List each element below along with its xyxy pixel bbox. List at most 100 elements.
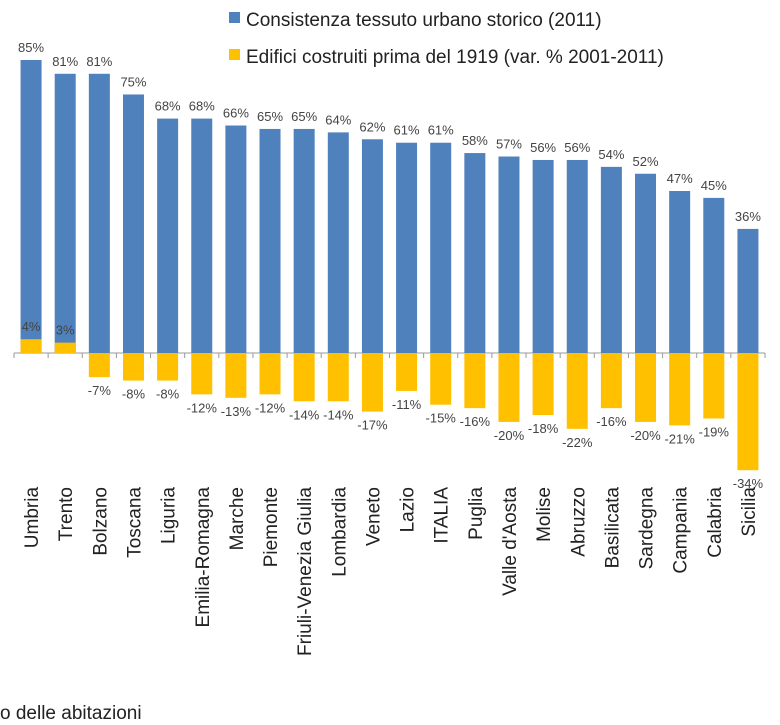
footer-text: o delle abitazioni	[0, 703, 142, 724]
bar-series1	[225, 125, 247, 354]
bar-series2	[737, 353, 759, 471]
data-label-series1: 58%	[462, 133, 488, 148]
data-label-series1: 85%	[18, 40, 44, 55]
bar-series2	[20, 339, 42, 353]
bar-series1	[430, 142, 452, 353]
data-label-series2: -12%	[255, 400, 286, 415]
data-label-series2: -14%	[323, 407, 354, 422]
category-label: Marche	[227, 487, 248, 550]
legend: Consistenza tessuto urbano storico (2011…	[229, 10, 664, 68]
bar-series1	[464, 153, 486, 353]
data-label-series1: 61%	[428, 123, 454, 138]
data-label-series2: -18%	[528, 421, 559, 436]
bar-series2	[293, 353, 315, 402]
category-label: Lombardia	[329, 487, 350, 577]
category-label: Sicilia	[739, 487, 760, 537]
category-label: Toscana	[124, 487, 145, 558]
bar-series1	[669, 190, 691, 353]
data-label-series1: 68%	[155, 99, 181, 114]
data-label-series1: 45%	[701, 178, 727, 193]
data-label-series1: 57%	[496, 137, 522, 152]
category-label: Molise	[534, 487, 555, 542]
bar-series1	[635, 173, 657, 353]
bar-series2	[225, 353, 247, 398]
category-label: Abruzzo	[568, 487, 589, 557]
data-label-series1: 56%	[530, 140, 556, 155]
bar-series1	[54, 73, 76, 353]
data-label-series2: -19%	[699, 424, 730, 439]
bar-series2	[327, 353, 349, 402]
category-label: Veneto	[363, 487, 384, 546]
category-label: Sardegna	[637, 487, 658, 570]
data-label-series1: 75%	[120, 74, 146, 89]
data-label-series2: -14%	[289, 407, 320, 422]
data-label-series1: 64%	[325, 112, 351, 127]
data-label-series1: 66%	[223, 105, 249, 120]
category-label: Emilia-Romagna	[193, 487, 214, 628]
bar-series2	[54, 342, 76, 353]
category-label: Friuli-Venezia Giulia	[295, 487, 316, 656]
category-label: Trento	[56, 487, 77, 541]
data-label-series2: -15%	[426, 411, 457, 426]
category-label: Basilicata	[602, 487, 623, 569]
bar-series1	[737, 228, 759, 353]
data-label-series1: 54%	[598, 147, 624, 162]
bar-series2	[635, 353, 657, 422]
data-label-series2: -34%	[733, 476, 764, 491]
legend-swatch-series2	[229, 49, 240, 60]
bar-series1	[293, 128, 315, 353]
bar-series2	[191, 353, 213, 395]
bar-series2	[396, 353, 418, 391]
data-label-series1: 56%	[564, 140, 590, 155]
category-label: ITALIA	[432, 487, 453, 544]
bar-series2	[600, 353, 622, 409]
bar-series2	[88, 353, 110, 378]
category-label: Bolzano	[90, 487, 111, 556]
data-label-series2: -20%	[630, 428, 661, 443]
bar-series1	[361, 139, 383, 353]
data-label-series1: 81%	[52, 54, 78, 69]
bar-series1	[566, 159, 588, 353]
data-label-series1: 65%	[291, 109, 317, 124]
bar-series2	[464, 353, 486, 409]
category-label: Piemonte	[261, 487, 282, 567]
legend-label-series1: Consistenza tessuto urbano storico (2011…	[246, 10, 602, 31]
bar-series2	[566, 353, 588, 429]
data-label-series2: -13%	[221, 404, 252, 419]
data-label-series2: -20%	[494, 428, 525, 443]
data-label-series2: -8%	[122, 387, 146, 402]
bar-series1	[157, 118, 179, 353]
data-label-series2: -7%	[88, 383, 112, 398]
bar-series2	[703, 353, 725, 419]
category-labels: Umbria Trento Bolzano Toscana Liguria Emilia-…	[22, 487, 760, 656]
bar-series2	[157, 353, 179, 381]
bar-series1	[600, 166, 622, 353]
bar-series1	[327, 132, 349, 353]
data-label-series1: 81%	[86, 54, 112, 69]
bar-series1	[532, 159, 554, 353]
bar-series2	[122, 353, 144, 381]
category-label: Puglia	[466, 487, 487, 540]
bar-series2	[669, 353, 691, 426]
category-label: Campania	[671, 487, 692, 574]
category-label: Liguria	[159, 487, 180, 544]
category-label: Lazio	[398, 487, 419, 532]
data-label-series1: 68%	[189, 99, 215, 114]
bar-series1	[122, 94, 144, 354]
category-label: Umbria	[22, 487, 43, 549]
bars	[20, 60, 759, 471]
data-label-series1: 52%	[633, 154, 659, 169]
data-label-series1: 36%	[735, 209, 761, 224]
data-label-series1: 65%	[257, 109, 283, 124]
data-labels: 85% 4% 81% 3% 81% -7% 75% -8% 68% -8% 68% -12% 66% -1…	[18, 40, 763, 491]
data-label-series2: -8%	[156, 387, 180, 402]
data-label-series2: 4%	[22, 319, 41, 334]
data-label-series1: 47%	[667, 171, 693, 186]
bar-series1	[88, 73, 110, 353]
data-label-series2: 3%	[56, 323, 75, 338]
bar-series2	[430, 353, 452, 405]
legend-swatch-series1	[229, 12, 240, 23]
data-label-series1: 62%	[359, 119, 385, 134]
data-label-series2: -11%	[392, 397, 422, 412]
